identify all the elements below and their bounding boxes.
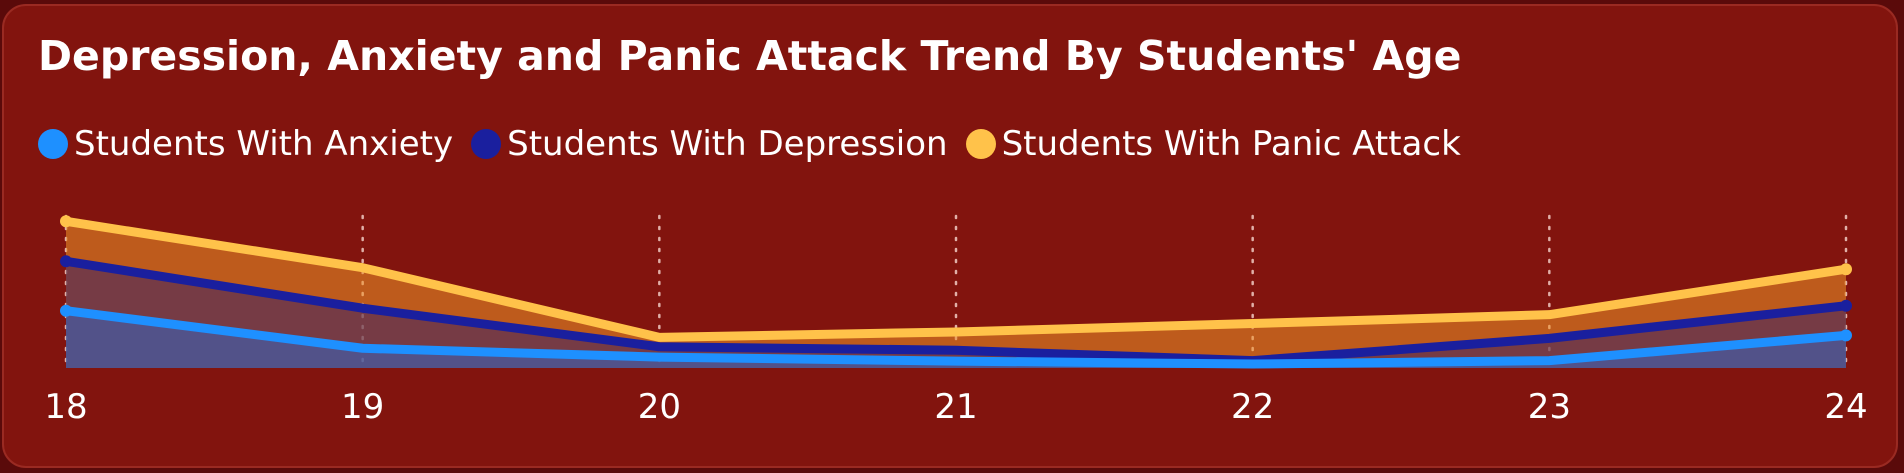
line-students-with-panic-attack: [61, 216, 1851, 342]
legend-marker-panic-attack-icon: [965, 129, 996, 159]
legend-label-anxiety: Students With Anxiety: [74, 124, 454, 164]
chart-title: Depression, Anxiety and Panic Attack Tre…: [38, 32, 1462, 80]
legend-label-depression: Students With Depression: [507, 124, 948, 164]
point-students-with-panic-attack-24: [1840, 263, 1852, 276]
legend-label-panic-attack: Students With Panic Attack: [1001, 124, 1461, 164]
line-students-with-anxiety: [61, 306, 1851, 369]
x-tick-label-20: 20: [638, 387, 681, 427]
area-students-with-depression: [66, 261, 1846, 368]
point-students-with-panic-attack-18: [60, 215, 72, 228]
chart-card: Depression, Anxiety and Panic Attack Tre…: [2, 4, 1898, 468]
x-tick-label-18: 18: [44, 387, 87, 427]
chart-legend: Students With Anxiety Students With Depr…: [38, 124, 1479, 164]
x-tick-label-22: 22: [1231, 387, 1274, 427]
x-tick-label-19: 19: [341, 387, 384, 427]
legend-item-panic-attack[interactable]: Students With Panic Attack: [965, 124, 1461, 164]
point-students-with-anxiety-24: [1840, 329, 1852, 342]
legend-marker-anxiety-icon: [38, 129, 68, 159]
legend-marker-depression-icon: [471, 129, 502, 159]
point-students-with-depression-24: [1840, 299, 1852, 312]
x-tick-label-23: 23: [1528, 387, 1571, 427]
legend-item-depression[interactable]: Students With Depression: [471, 124, 948, 164]
x-tick-label-24: 24: [1824, 387, 1867, 427]
line-students-with-depression: [61, 256, 1851, 366]
point-students-with-anxiety-18: [60, 304, 72, 317]
point-students-with-depression-18: [60, 255, 72, 268]
legend-item-anxiety[interactable]: Students With Anxiety: [38, 124, 453, 164]
x-tick-label-21: 21: [934, 387, 977, 427]
